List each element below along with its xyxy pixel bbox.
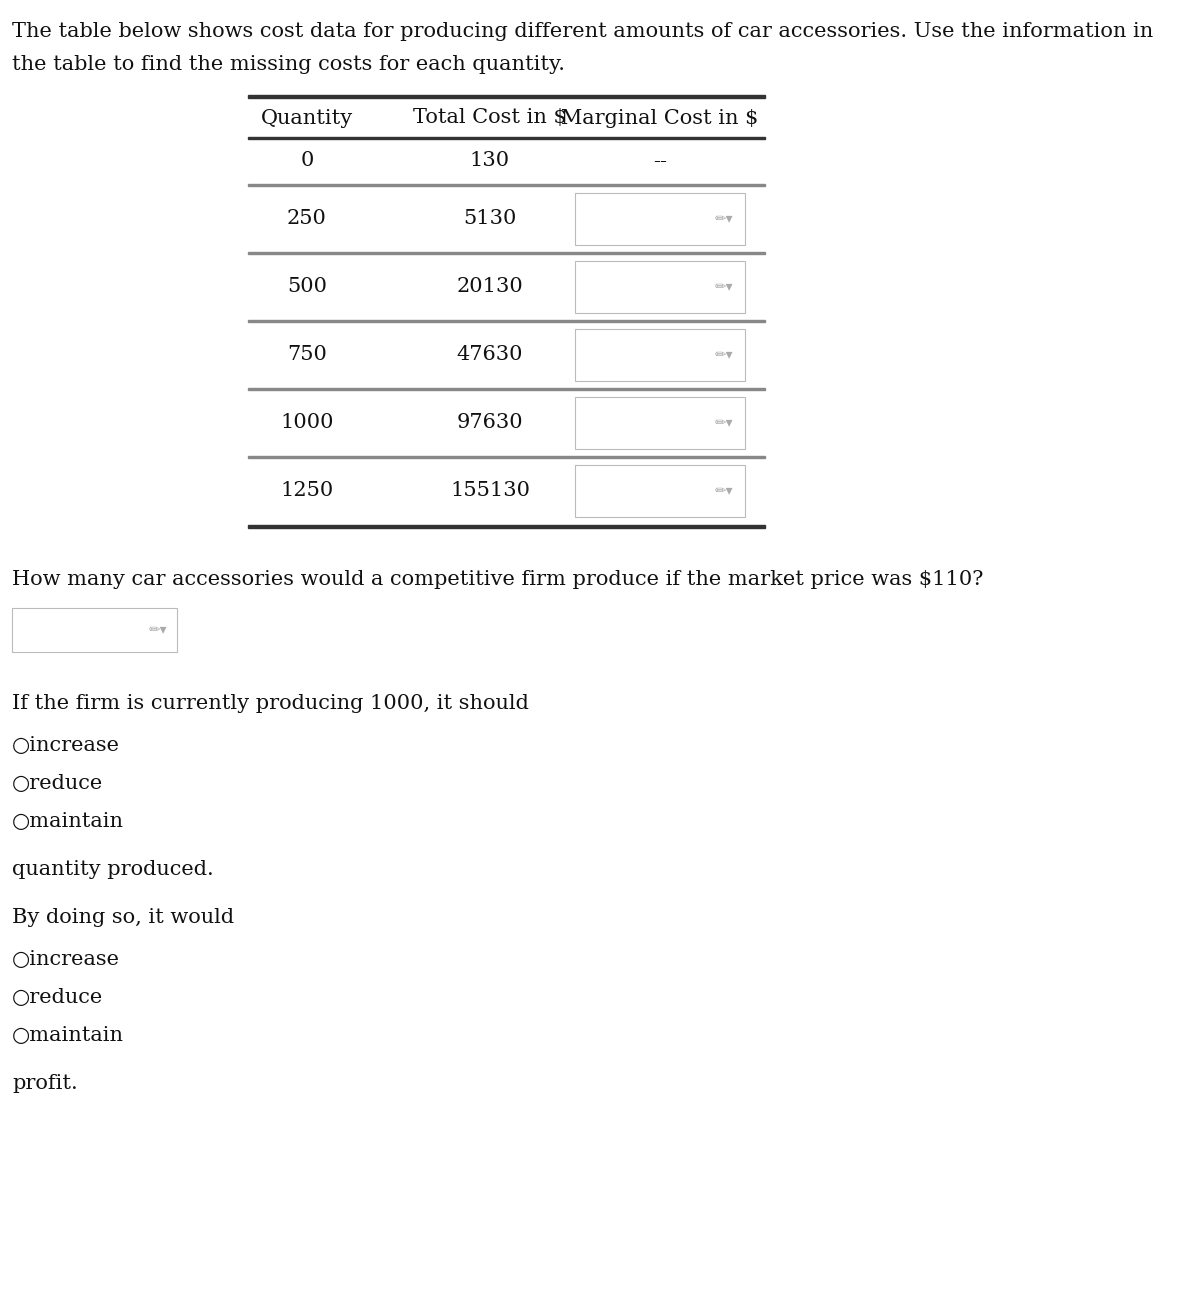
Text: ✏▾: ✏▾ bbox=[714, 280, 733, 293]
Text: ✏▾: ✏▾ bbox=[714, 417, 733, 430]
Bar bbox=[248, 252, 766, 254]
Text: 155130: 155130 bbox=[450, 482, 530, 500]
Text: 0: 0 bbox=[300, 152, 313, 170]
Text: 5130: 5130 bbox=[463, 210, 517, 228]
Text: Quantity: Quantity bbox=[260, 109, 353, 127]
Text: 1250: 1250 bbox=[281, 482, 334, 500]
Bar bbox=[248, 456, 766, 457]
Bar bbox=[248, 388, 766, 389]
Text: --: -- bbox=[653, 152, 667, 170]
Bar bbox=[248, 96, 766, 97]
Text: the table to find the missing costs for each quantity.: the table to find the missing costs for … bbox=[12, 55, 565, 73]
Text: 250: 250 bbox=[287, 210, 326, 228]
Text: 500: 500 bbox=[287, 278, 326, 296]
Text: ○reduce: ○reduce bbox=[12, 774, 103, 793]
Text: ○maintain: ○maintain bbox=[12, 1026, 124, 1045]
FancyBboxPatch shape bbox=[12, 608, 178, 652]
Text: 750: 750 bbox=[287, 346, 326, 364]
Text: 20130: 20130 bbox=[457, 278, 523, 296]
Text: How many car accessories would a competitive firm produce if the market price wa: How many car accessories would a competi… bbox=[12, 570, 983, 590]
Text: 47630: 47630 bbox=[457, 346, 523, 364]
Text: ✏▾: ✏▾ bbox=[149, 624, 167, 637]
Text: ○maintain: ○maintain bbox=[12, 812, 124, 831]
FancyBboxPatch shape bbox=[575, 465, 745, 517]
FancyBboxPatch shape bbox=[575, 193, 745, 245]
Text: ✏▾: ✏▾ bbox=[714, 348, 733, 362]
Text: If the firm is currently producing 1000, it should: If the firm is currently producing 1000,… bbox=[12, 694, 529, 713]
Bar bbox=[248, 138, 766, 139]
Text: The table below shows cost data for producing different amounts of car accessori: The table below shows cost data for prod… bbox=[12, 22, 1153, 41]
Text: quantity produced.: quantity produced. bbox=[12, 859, 214, 879]
Text: By doing so, it would: By doing so, it would bbox=[12, 908, 234, 927]
Bar bbox=[248, 320, 766, 321]
FancyBboxPatch shape bbox=[575, 261, 745, 313]
Text: ○reduce: ○reduce bbox=[12, 988, 103, 1007]
Text: ✏▾: ✏▾ bbox=[714, 212, 733, 227]
FancyBboxPatch shape bbox=[575, 329, 745, 381]
Text: ✏▾: ✏▾ bbox=[714, 483, 733, 498]
Text: 1000: 1000 bbox=[281, 414, 334, 432]
Text: ○increase: ○increase bbox=[12, 736, 120, 755]
FancyBboxPatch shape bbox=[575, 397, 745, 449]
Bar bbox=[248, 525, 766, 528]
Text: Total Cost in $: Total Cost in $ bbox=[413, 109, 566, 127]
Bar bbox=[248, 183, 766, 186]
Text: profit.: profit. bbox=[12, 1074, 78, 1093]
Text: 130: 130 bbox=[470, 152, 510, 170]
Text: 97630: 97630 bbox=[457, 414, 523, 432]
Text: Marginal Cost in $: Marginal Cost in $ bbox=[562, 109, 758, 127]
Text: ○increase: ○increase bbox=[12, 950, 120, 969]
